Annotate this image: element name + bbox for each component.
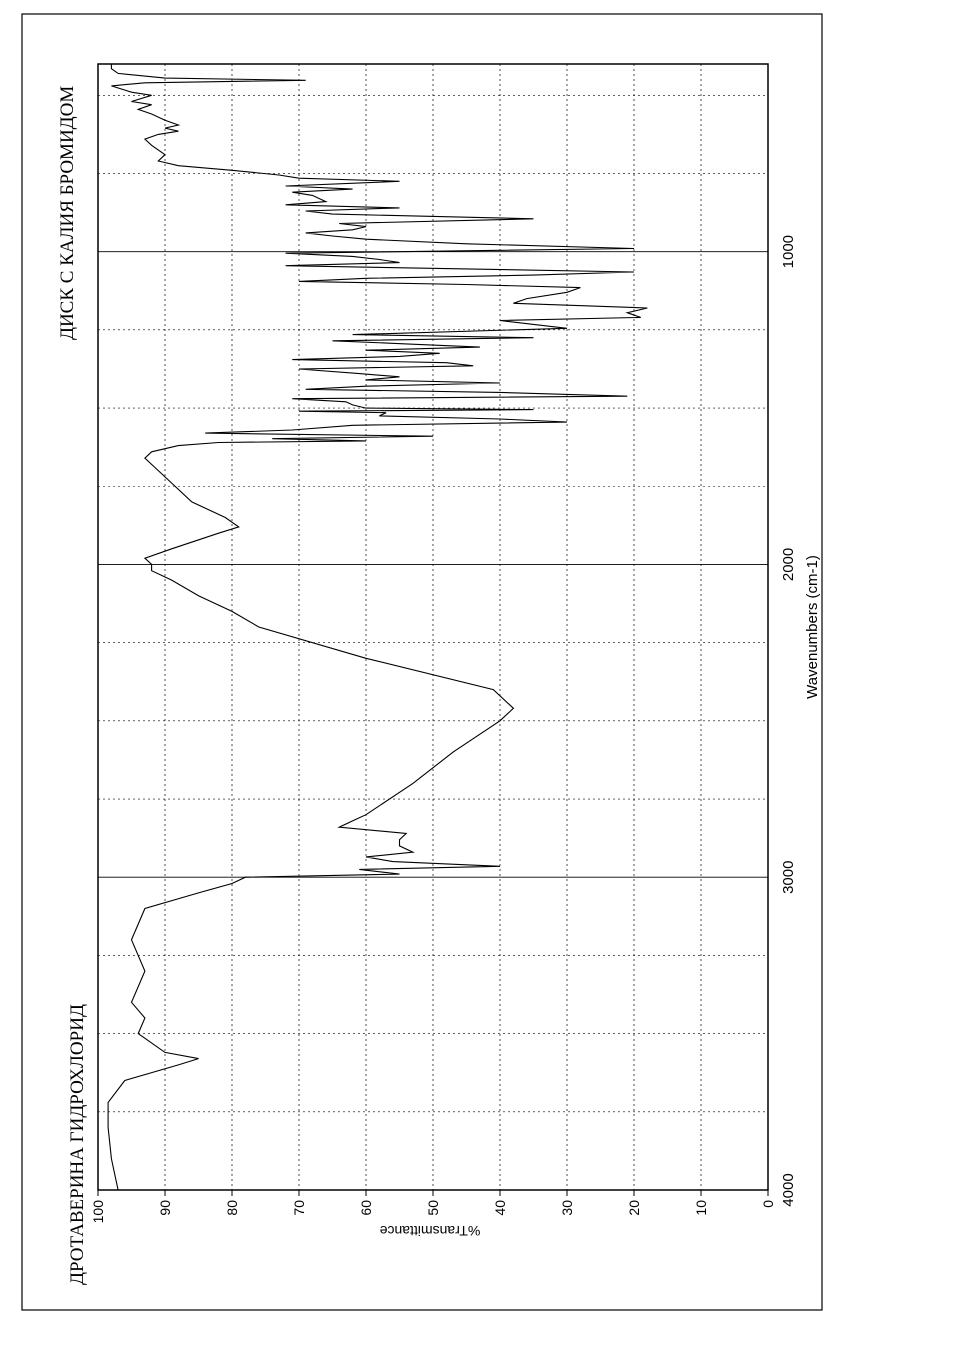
outer-frame [21, 13, 823, 1311]
y-tick-label: 30 [559, 1200, 575, 1216]
y-axis-label: %Transmittance [379, 1223, 480, 1239]
y-tick-label: 70 [291, 1200, 307, 1216]
y-tick-label: 90 [157, 1200, 173, 1216]
x-tick-label: 2000 [780, 548, 797, 581]
x-tick-label: 3000 [780, 861, 797, 894]
chart-title-right: ДИСК С КАЛИЯ БРОМИДОМ [57, 86, 78, 340]
x-tick-label: 4000 [780, 1173, 797, 1206]
y-tick-label: 60 [358, 1200, 374, 1216]
plot-area [97, 63, 769, 1191]
y-tick-label: 0 [760, 1200, 776, 1208]
y-tick-label: 50 [425, 1200, 441, 1216]
spectrum-line [107, 64, 648, 1191]
tick-labels: 0 10 20 30 40 50 60 70 80 90 100 4000 3000 2000 1000 [90, 235, 797, 1223]
grid-lines [98, 64, 768, 1190]
y-tick-label: 20 [626, 1200, 642, 1216]
x-axis-label: Wavenumbers (cm-1) [804, 555, 821, 699]
y-tick-label: 80 [224, 1200, 240, 1216]
chart-title-left: ДРОТАВЕРИНА ГИДРОХЛОРИД [67, 1004, 88, 1285]
y-tick-label: 10 [693, 1200, 709, 1216]
x-tick-label: 1000 [780, 235, 797, 268]
y-tick-label: 40 [492, 1200, 508, 1216]
y-tick-label: 100 [90, 1200, 106, 1224]
